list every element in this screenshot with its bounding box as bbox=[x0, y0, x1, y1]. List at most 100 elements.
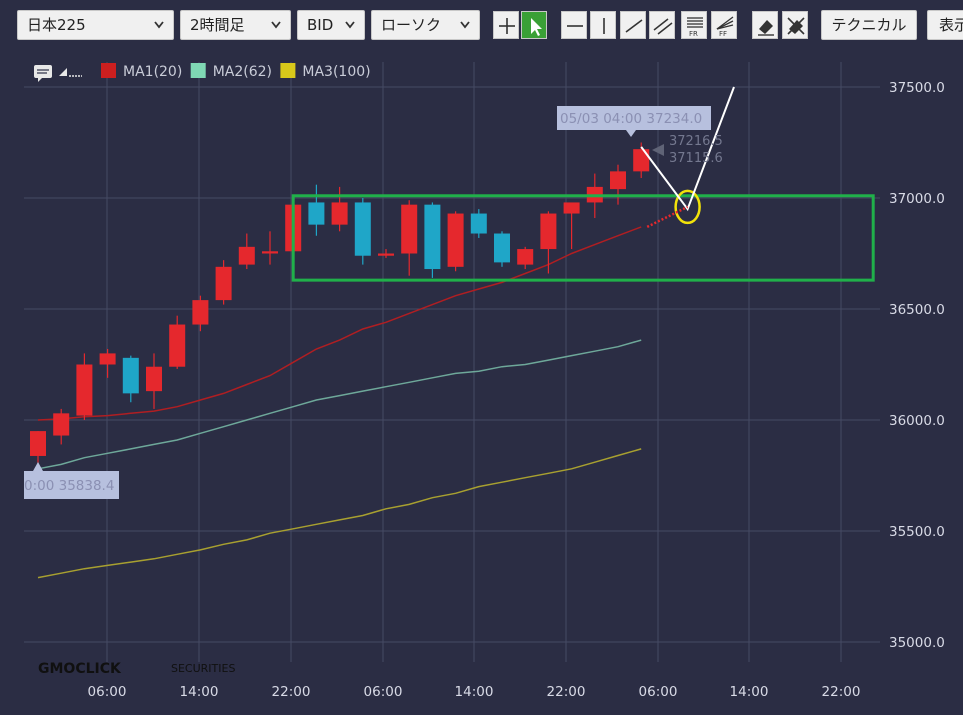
candle bbox=[76, 353, 93, 420]
symbol-select[interactable]: 日本225 bbox=[17, 10, 174, 40]
candle-body bbox=[517, 249, 534, 265]
candle-body bbox=[53, 413, 70, 436]
legend-item: MA2(62) bbox=[190, 63, 272, 80]
moving-averages bbox=[37, 226, 642, 579]
eraser-icon bbox=[758, 20, 774, 36]
erase-all-button[interactable] bbox=[782, 11, 808, 39]
collapse-legend-icon[interactable] bbox=[59, 68, 82, 77]
fibonacci-retracement-button[interactable]: FR bbox=[681, 11, 707, 39]
candle bbox=[169, 315, 186, 369]
drawings[interactable] bbox=[291, 86, 875, 282]
crosshair-button[interactable] bbox=[493, 11, 519, 39]
channel-icon bbox=[653, 18, 673, 35]
candle-body bbox=[378, 253, 394, 256]
candle-body bbox=[192, 300, 209, 325]
candle bbox=[262, 231, 278, 265]
candle-body bbox=[146, 366, 162, 392]
legend-label: MA1(20) bbox=[123, 64, 182, 80]
candle bbox=[192, 295, 209, 332]
price-tooltip-first-text: 0:00 35838.4 bbox=[24, 478, 114, 494]
legend-label: MA2(62) bbox=[213, 64, 272, 80]
x-tick-label: 22:00 bbox=[272, 684, 311, 700]
eraser-button[interactable] bbox=[752, 11, 778, 39]
ghost-price-2: 37115.6 bbox=[669, 151, 723, 166]
candle bbox=[99, 348, 116, 378]
candle-body bbox=[30, 431, 46, 456]
legend-item: MA3(100) bbox=[280, 63, 371, 80]
range-box bbox=[291, 194, 875, 282]
ma-line bbox=[37, 339, 642, 470]
candle-body bbox=[401, 204, 418, 254]
price-tooltip-last: 05/03 04:00 37234.0 bbox=[557, 106, 711, 137]
candle bbox=[331, 186, 348, 232]
price-tooltip-last-text: 05/03 04:00 37234.0 bbox=[560, 111, 702, 127]
candle bbox=[447, 211, 464, 272]
legend-item: MA1(20) bbox=[101, 63, 182, 80]
y-tick-label: 35000.0 bbox=[889, 635, 945, 651]
vertical-line-icon bbox=[603, 18, 605, 34]
candle-body bbox=[99, 353, 116, 365]
comment-icon[interactable] bbox=[34, 65, 52, 82]
display-button[interactable]: 表示 bbox=[927, 10, 963, 40]
legend: MA1(20) MA2(62) MA3(100) bbox=[34, 63, 371, 82]
trend-line-button[interactable] bbox=[620, 11, 646, 39]
highlight-circle bbox=[674, 189, 701, 225]
forecast-line bbox=[640, 86, 735, 212]
candle-body bbox=[633, 149, 650, 172]
candle bbox=[424, 202, 441, 278]
candle bbox=[53, 408, 70, 445]
candle-body bbox=[169, 324, 186, 367]
chevron-down-icon bbox=[270, 11, 282, 50]
brand-logo: GMOCLICK SECURITIES bbox=[38, 661, 235, 677]
candle bbox=[354, 198, 371, 265]
fibonacci-fan-button[interactable]: FF bbox=[711, 11, 737, 39]
x-tick-label: 22:00 bbox=[822, 684, 861, 700]
x-tick-label: 06:00 bbox=[364, 684, 403, 700]
channel-button[interactable] bbox=[649, 11, 675, 39]
price-chart[interactable]: 37500.0 37000.0 36500.0 36000.0 35500.0 35000… bbox=[0, 50, 963, 715]
candle bbox=[517, 246, 534, 270]
technical-button[interactable]: テクニカル bbox=[821, 10, 917, 40]
horizontal-line-button[interactable] bbox=[561, 11, 587, 39]
ff-mark: FF bbox=[719, 30, 727, 38]
x-axis: 06:00 14:00 22:00 06:00 14:00 22:00 06:00 14:00… bbox=[88, 684, 861, 700]
candle-body bbox=[76, 364, 93, 416]
vertical-line-button[interactable] bbox=[590, 11, 616, 39]
candle-body bbox=[424, 204, 441, 270]
y-axis: 37500.0 37000.0 36500.0 36000.0 35500.0 35000… bbox=[889, 80, 945, 651]
candle-body bbox=[494, 233, 510, 263]
price-type-select[interactable]: BID bbox=[297, 10, 365, 40]
erase-all-icon bbox=[787, 17, 805, 35]
chevron-down-icon bbox=[459, 11, 471, 50]
y-tick-label: 37500.0 bbox=[889, 80, 945, 96]
candle bbox=[215, 260, 232, 305]
ma-line bbox=[37, 448, 642, 579]
trend-line-icon bbox=[625, 19, 643, 33]
legend-label: MA3(100) bbox=[302, 64, 370, 80]
x-tick-label: 22:00 bbox=[547, 684, 586, 700]
crosshair-icon bbox=[499, 18, 515, 34]
price-type-select-value: BID bbox=[307, 16, 334, 34]
candle-body bbox=[610, 171, 626, 190]
timeframe-select-value: 2時間足 bbox=[190, 16, 245, 34]
cursor-button[interactable] bbox=[521, 11, 547, 39]
candle bbox=[146, 353, 162, 409]
candle bbox=[494, 231, 510, 267]
y-tick-label: 36500.0 bbox=[889, 302, 945, 318]
legend-swatch bbox=[101, 63, 116, 78]
candle bbox=[563, 202, 580, 250]
brand-logo-main: GMOCLICK bbox=[38, 661, 122, 677]
ghost-price-1: 37216.5 bbox=[669, 134, 723, 149]
symbol-select-value: 日本225 bbox=[27, 16, 86, 34]
candle-body bbox=[262, 251, 278, 254]
candle bbox=[610, 164, 626, 205]
toolbar: 日本225 2時間足 BID ローソク bbox=[0, 0, 963, 50]
candle-body bbox=[122, 357, 139, 394]
candle-body bbox=[215, 266, 232, 301]
candle-body bbox=[563, 202, 580, 214]
y-tick-label: 37000.0 bbox=[889, 191, 945, 207]
timeframe-select[interactable]: 2時間足 bbox=[180, 10, 291, 40]
candle-body bbox=[354, 202, 371, 256]
candle bbox=[308, 184, 325, 236]
chart-style-select[interactable]: ローソク bbox=[371, 10, 480, 40]
